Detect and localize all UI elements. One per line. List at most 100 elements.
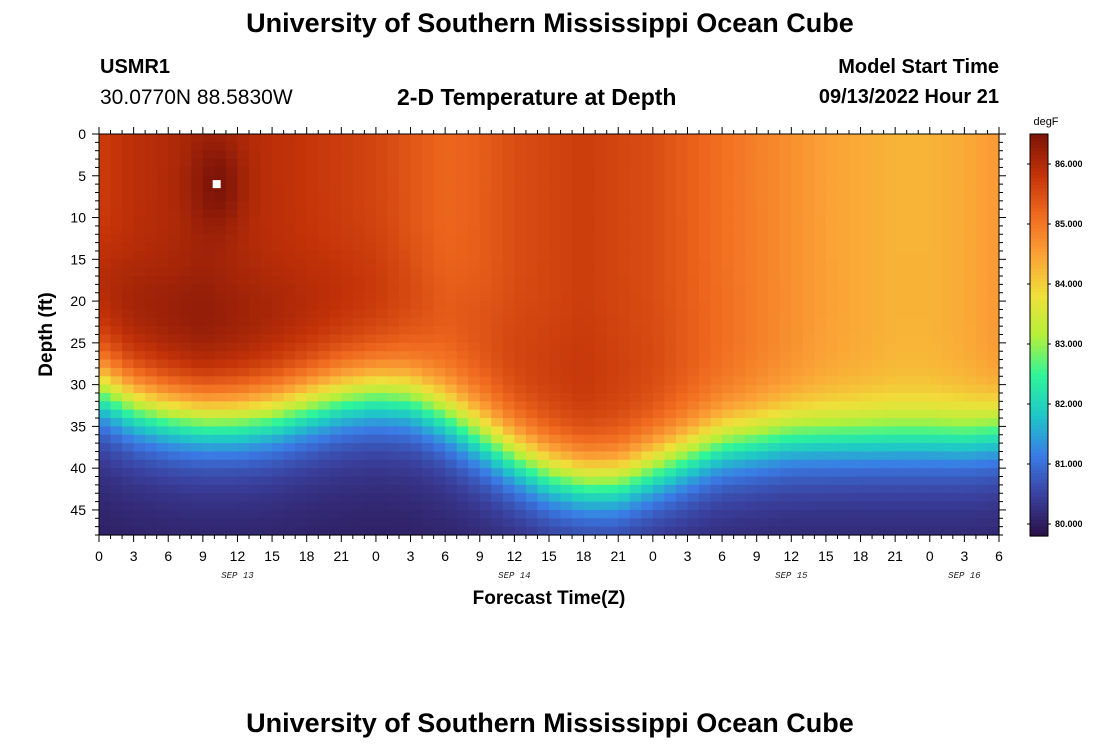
heatmap-cell <box>237 159 250 169</box>
heatmap-cell <box>352 234 365 244</box>
heatmap-cell <box>987 225 1000 235</box>
heatmap-cell <box>733 200 746 210</box>
heatmap-cell <box>110 217 123 227</box>
heatmap-cell <box>802 175 815 185</box>
heatmap-cell <box>837 376 850 386</box>
heatmap-cell <box>237 301 250 311</box>
heatmap-cell <box>306 451 319 461</box>
heatmap-cell <box>202 367 215 377</box>
heatmap-cell <box>433 292 446 302</box>
heatmap-cell <box>272 209 285 219</box>
heatmap-cell <box>514 150 527 160</box>
heatmap-cell <box>952 267 965 277</box>
heatmap-cell <box>710 259 723 269</box>
heatmap-cell <box>433 317 446 327</box>
heatmap-cell <box>779 342 792 352</box>
heatmap-cell <box>341 409 354 419</box>
heatmap-cell <box>756 359 769 369</box>
heatmap-cell <box>283 468 296 478</box>
heatmap-cell <box>814 459 827 469</box>
heatmap-cell <box>987 192 1000 202</box>
heatmap-cell <box>329 392 342 402</box>
heatmap-cell <box>537 392 550 402</box>
heatmap-cell <box>191 284 204 294</box>
heatmap-cell <box>722 259 735 269</box>
heatmap-cell <box>260 409 273 419</box>
heatmap-cell <box>549 276 562 285</box>
heatmap-cell <box>825 134 839 143</box>
heatmap-cell <box>387 459 400 469</box>
heatmap-cell <box>399 159 412 169</box>
heatmap-cell <box>849 175 862 185</box>
heatmap-cell <box>99 159 112 169</box>
heatmap-cell <box>249 434 262 444</box>
heatmap-cell <box>802 134 815 143</box>
heatmap-cell <box>410 184 423 194</box>
heatmap-cell <box>168 159 181 169</box>
heatmap-cell <box>375 192 389 202</box>
heatmap-cell <box>756 342 769 352</box>
heatmap-cell <box>791 518 804 528</box>
heatmap-cell <box>941 309 954 319</box>
heatmap-cell <box>456 526 469 536</box>
heatmap-cell <box>272 225 285 235</box>
heatmap-cell <box>768 159 781 169</box>
heatmap-cell <box>318 292 331 302</box>
heatmap-cell <box>825 509 839 519</box>
heatmap-cell <box>237 142 250 152</box>
heatmap-cell <box>352 459 365 469</box>
heatmap-cell <box>768 476 781 486</box>
heatmap-cell <box>456 200 469 210</box>
heatmap-cell <box>687 301 700 311</box>
heatmap-cell <box>179 234 192 244</box>
heatmap-cell <box>583 484 596 494</box>
colorbar-segment <box>1030 314 1048 319</box>
heatmap-cell <box>179 334 192 344</box>
colorbar-segment <box>1030 318 1048 323</box>
heatmap-cell <box>872 451 885 461</box>
heatmap-cell <box>987 409 1000 419</box>
heatmap-cell <box>583 192 596 202</box>
heatmap-cell <box>514 434 527 444</box>
heatmap-cell <box>652 493 665 503</box>
heatmap-cell <box>595 284 608 294</box>
heatmap-cell <box>479 526 492 536</box>
heatmap-cell <box>387 150 400 160</box>
heatmap-cell <box>456 150 469 160</box>
heatmap-cell <box>318 234 331 244</box>
heatmap-cell <box>295 292 308 302</box>
heatmap-cell <box>860 309 873 319</box>
heatmap-cell <box>722 192 735 202</box>
heatmap-cell <box>375 134 389 143</box>
heatmap-cell <box>249 426 262 436</box>
heatmap-cell <box>433 209 446 219</box>
heatmap-cell <box>849 276 862 285</box>
heatmap-cell <box>122 418 135 427</box>
heatmap-cell <box>329 443 342 453</box>
heatmap-cell <box>249 367 262 377</box>
heatmap-cell <box>687 326 700 336</box>
colorbar-frame <box>1029 133 1049 537</box>
heatmap-cell <box>156 159 169 169</box>
heatmap-cell <box>860 426 873 436</box>
heatmap-cell <box>768 150 781 160</box>
heatmap-cell <box>722 301 735 311</box>
heatmap-cell <box>629 276 642 285</box>
heatmap-cell <box>191 142 204 152</box>
heatmap-cell <box>191 167 204 177</box>
heatmap-cell <box>883 225 896 235</box>
heatmap-cell <box>664 242 677 252</box>
heatmap-cell <box>491 493 504 503</box>
heatmap-cell <box>249 192 262 202</box>
heatmap-cell <box>779 384 792 394</box>
heatmap-cell <box>491 526 504 536</box>
heatmap-cell <box>283 409 296 419</box>
heatmap-cell <box>387 259 400 269</box>
heatmap-cell <box>825 225 839 235</box>
heatmap-cell <box>491 200 504 210</box>
heatmap-cell <box>133 292 146 302</box>
heatmap-cell <box>341 276 354 285</box>
heatmap-cell <box>422 484 435 494</box>
heatmap-cell <box>699 234 712 244</box>
